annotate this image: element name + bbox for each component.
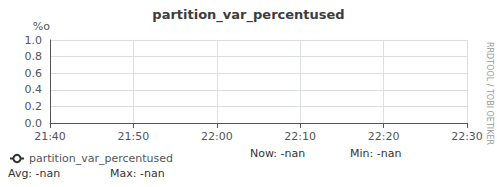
svg-text:Avg: -nan: Avg: -nan xyxy=(8,167,60,180)
svg-text:0.6: 0.6 xyxy=(25,67,43,80)
svg-text:partition_var_percentused: partition_var_percentused xyxy=(29,152,173,165)
svg-text:Max: -nan: Max: -nan xyxy=(110,167,165,180)
svg-text:21:50: 21:50 xyxy=(118,130,150,143)
svg-text:22:20: 22:20 xyxy=(368,130,400,143)
svg-text:0.4: 0.4 xyxy=(25,83,43,96)
svg-text:1.0: 1.0 xyxy=(25,34,43,47)
svg-text:Min: -nan: Min: -nan xyxy=(350,147,401,160)
svg-text:22:00: 22:00 xyxy=(201,130,233,143)
svg-text:RRDTOOL / TOBI OETIKER: RRDTOOL / TOBI OETIKER xyxy=(485,42,494,145)
svg-text:0.2: 0.2 xyxy=(25,100,43,113)
svg-text:0.0: 0.0 xyxy=(25,117,43,130)
svg-text:Now: -nan: Now: -nan xyxy=(250,147,305,160)
svg-text:0.8: 0.8 xyxy=(25,50,43,63)
svg-text:22:10: 22:10 xyxy=(284,130,316,143)
svg-text:%o: %o xyxy=(33,20,50,33)
svg-text:21:40: 21:40 xyxy=(34,130,66,143)
svg-text:22:30: 22:30 xyxy=(451,130,483,143)
svg-text:partition_var_percentused: partition_var_percentused xyxy=(152,7,344,23)
